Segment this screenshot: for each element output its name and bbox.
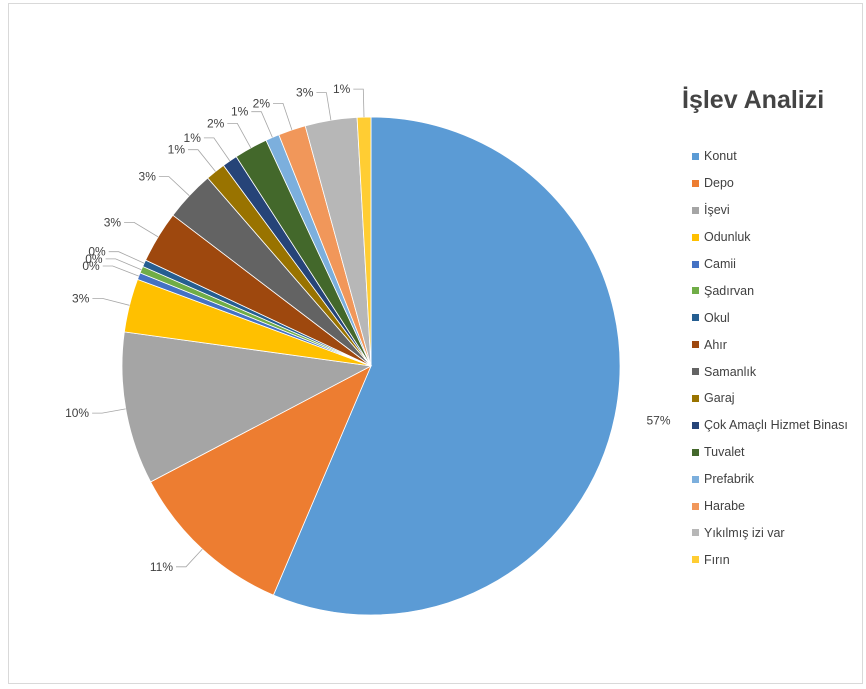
- data-label-7: 3%: [104, 215, 122, 229]
- legend-item-11: Tuvalet: [692, 439, 864, 466]
- pie-slice-1: [150, 365, 372, 596]
- legend-swatch: [692, 421, 699, 429]
- legend-label: Şadırvan: [704, 283, 755, 298]
- legend-item-2: İşevi: [692, 197, 864, 224]
- legend-item-7: Ahır: [692, 331, 864, 358]
- legend-label: Camii: [704, 257, 736, 271]
- leader-line-8: [158, 176, 190, 196]
- leader-line-11: [227, 123, 252, 149]
- legend-label: Samanlık: [704, 364, 757, 379]
- legend-label: Fırın: [704, 552, 730, 567]
- data-label-6: 0%: [88, 245, 106, 259]
- data-label-8: 3%: [139, 170, 157, 184]
- legend-label: Yıkılmış izi var: [704, 525, 785, 540]
- legend-swatch: [692, 502, 699, 510]
- legend-swatch: [692, 260, 699, 268]
- legend-label: İşevi: [704, 203, 730, 218]
- legend-label: Prefabrik: [704, 472, 755, 487]
- legend-item-3: Odunluk: [692, 224, 864, 251]
- leader-line-1: [176, 548, 203, 568]
- legend-swatch: [692, 448, 699, 456]
- legend-item-12: Prefabrik: [692, 466, 864, 493]
- leader-line-7: [124, 221, 159, 238]
- legend-label: Konut: [704, 149, 737, 164]
- legend-item-4: Camii: [692, 251, 864, 278]
- leader-line-2: [92, 408, 126, 414]
- legend-label: Garaj: [704, 391, 735, 406]
- legend-item-14: Yıkılmış izi var: [692, 519, 864, 546]
- chart-title: İşlev Analizi: [682, 86, 825, 114]
- pie-slice-2: [121, 331, 373, 483]
- data-label-12: 1%: [231, 105, 249, 119]
- data-label-10: 1%: [184, 131, 202, 145]
- data-label-0: 57%: [647, 414, 671, 428]
- legend-swatch: [692, 341, 699, 349]
- legend-item-8: Samanlık: [692, 358, 864, 385]
- legend-label: Depo: [704, 176, 734, 191]
- chart-legend: Konut Depo İşevi Odunluk Camii Şadırvan Okul Ah…: [692, 143, 864, 573]
- legend-swatch: [692, 529, 699, 537]
- data-label-9: 1%: [168, 143, 186, 157]
- data-label-1: 11%: [150, 560, 173, 574]
- legend-swatch: [692, 368, 699, 376]
- data-label-3: 3%: [72, 291, 90, 305]
- legend-item-15: Fırın: [692, 546, 864, 573]
- legend-item-6: Okul: [692, 304, 864, 331]
- legend-swatch: [692, 394, 699, 402]
- legend-item-0: Konut: [692, 143, 864, 170]
- legend-item-5: Şadırvan: [692, 277, 864, 304]
- leader-line-3: [92, 297, 130, 306]
- legend-item-1: Depo: [692, 170, 864, 197]
- legend-swatch: [692, 206, 699, 214]
- leader-line-13: [273, 103, 293, 131]
- legend-swatch: [692, 475, 699, 483]
- legend-label: Odunluk: [704, 230, 751, 245]
- data-label-5: 0%: [85, 252, 103, 266]
- legend-label: Ahır: [704, 337, 727, 352]
- data-labels: 57%11%10%3%0%0%0%3%3%1%1%2%1%2%3% 1%: [65, 82, 671, 574]
- legend-label: Tuvalet: [704, 445, 745, 460]
- data-label-13: 2%: [253, 96, 271, 110]
- legend-item-9: Garaj: [692, 385, 864, 412]
- data-label-4: 0%: [82, 259, 100, 273]
- leader-line-9: [188, 149, 216, 172]
- leader-line-4: [102, 265, 139, 277]
- legend-swatch: [692, 287, 699, 295]
- legend-label: Okul: [704, 310, 730, 325]
- data-label-11: 2%: [207, 116, 225, 130]
- data-label-15: 1%: [333, 82, 351, 96]
- leader-line-12: [251, 111, 273, 138]
- legend-item-13: Harabe: [692, 493, 864, 520]
- pie-slices: [121, 116, 621, 616]
- legend-label: Çok Amaçlı Hizmet Binası: [704, 418, 848, 433]
- legend-item-10: Çok Amaçlı Hizmet Binası: [692, 412, 864, 439]
- leader-line-15: [353, 88, 365, 118]
- legend-swatch: [692, 179, 699, 187]
- leader-line-14: [316, 92, 332, 121]
- data-label-2: 10%: [65, 406, 89, 420]
- leader-line-6: [108, 251, 145, 264]
- leader-line-5: [105, 258, 142, 271]
- legend-label: Harabe: [704, 499, 745, 514]
- legend-swatch: [692, 233, 699, 241]
- pie-slice-0: [272, 116, 621, 616]
- data-label-14: 3%: [296, 86, 314, 100]
- legend-swatch: [692, 314, 699, 322]
- legend-swatch: [692, 152, 699, 160]
- legend-swatch: [692, 556, 699, 564]
- leader-line-10: [203, 137, 231, 162]
